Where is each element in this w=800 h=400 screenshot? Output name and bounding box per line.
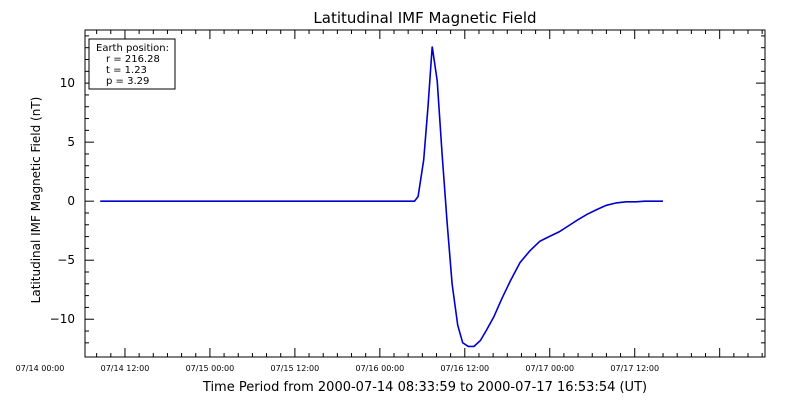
y-axis-label: Latitudinal IMF Magnetic Field (nT) xyxy=(29,97,43,304)
box-heading: Earth position: xyxy=(96,43,169,54)
y-tick-label: 0 xyxy=(67,194,75,208)
chart-title: Latitudinal IMF Magnetic Field xyxy=(313,9,536,27)
x-tick-label: 07/14 00:00 xyxy=(16,364,65,373)
x-tick-label: 07/17 12:00 xyxy=(610,364,659,373)
y-tick-label: 5 xyxy=(67,135,75,149)
x-axis-label: Time Period from 2000-07-14 08:33:59 to … xyxy=(202,380,647,395)
x-tick-label: 07/15 12:00 xyxy=(271,364,320,373)
x-tick-label: 07/15 00:00 xyxy=(186,364,235,373)
y-tick-label: 10 xyxy=(60,76,75,90)
y-tick-label: −10 xyxy=(50,312,75,326)
x-tick-label: 07/17 00:00 xyxy=(525,364,574,373)
x-ticks: 07/14 00:00 07/14 12:00 07/15 00:00 07/15 1… xyxy=(16,30,763,373)
x-tick-label: 07/16 00:00 xyxy=(356,364,405,373)
y-ticks: −10 −5 0 5 10 xyxy=(50,35,765,344)
x-tick-label: 07/14 12:00 xyxy=(101,364,150,373)
y-tick-label: −5 xyxy=(57,253,75,267)
series-line xyxy=(100,46,663,348)
box-line-t: t = 1.23 xyxy=(106,65,147,76)
plot-frame xyxy=(84,29,766,358)
box-line-r: r = 216.28 xyxy=(106,54,160,65)
x-tick-label: 07/16 12:00 xyxy=(440,364,489,373)
series-layer xyxy=(100,46,663,348)
box-line-p: p = 3.29 xyxy=(106,76,149,87)
earth-position-box: Earth position: r = 216.28 t = 1.23 p = … xyxy=(88,38,176,90)
